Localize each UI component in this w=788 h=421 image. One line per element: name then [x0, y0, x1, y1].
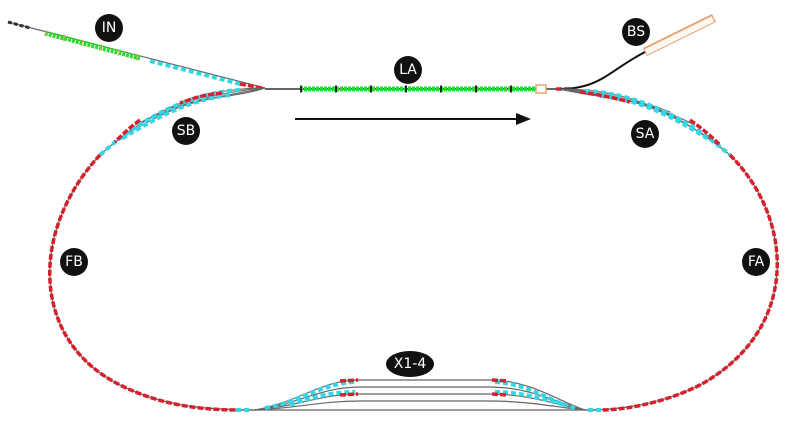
- section-label: BS: [627, 24, 645, 40]
- direction-arrow: [295, 113, 531, 125]
- label-badge: [386, 351, 434, 377]
- beamline: [49, 154, 256, 411]
- dipoles: [339, 378, 359, 383]
- arc-fa: [584, 153, 779, 412]
- arrow-head: [516, 113, 531, 125]
- label-badge: [60, 248, 88, 276]
- section-label: FA: [748, 254, 765, 270]
- section-label: SA: [636, 126, 655, 142]
- quadrupoles: [584, 89, 732, 157]
- label-badge: [622, 18, 650, 46]
- injector-line: [7, 20, 266, 90]
- label-badge: [394, 56, 422, 84]
- section-label: IN: [102, 20, 117, 36]
- section-label: X1-4: [394, 356, 427, 372]
- beamline: [559, 51, 646, 90]
- quadrupoles: [264, 380, 356, 410]
- gun: [7, 20, 31, 30]
- dipoles: [491, 392, 509, 397]
- label-badge: [631, 120, 659, 148]
- quadrupoles: [98, 88, 241, 157]
- pass-4: [254, 400, 586, 411]
- beam-stop-line: [559, 13, 716, 90]
- dump-inner: [644, 16, 715, 55]
- splitter-b: [98, 87, 266, 157]
- dipoles: [599, 153, 779, 412]
- pass-3: [559, 88, 696, 126]
- label-badge: [95, 14, 123, 42]
- section-label: FB: [65, 254, 83, 270]
- quadrupoles: [494, 390, 566, 407]
- section-labels: IN BS LA SB SA FB FA X1-4: [60, 14, 770, 377]
- straight-x: [236, 378, 604, 412]
- beamline: [584, 154, 778, 411]
- dipoles: [113, 118, 142, 144]
- quadrupoles: [149, 59, 241, 86]
- quadrupoles: [118, 93, 231, 142]
- dipoles: [239, 82, 263, 90]
- arc-fb: [48, 153, 256, 412]
- label-badge: [172, 117, 200, 145]
- linac: [265, 84, 572, 94]
- section-label: SB: [177, 123, 196, 139]
- dipoles: [688, 118, 722, 147]
- cryomodule: [44, 30, 141, 61]
- section-label: LA: [399, 62, 417, 78]
- dipoles: [179, 91, 223, 105]
- dipoles: [339, 392, 359, 397]
- dipoles: [48, 153, 241, 412]
- pass-3: [134, 87, 266, 126]
- pass-4: [159, 87, 266, 113]
- quadrupoles: [289, 390, 356, 407]
- quadrupoles: [494, 380, 576, 410]
- diagnostic-box: [535, 84, 547, 94]
- splitter-a: [559, 88, 732, 157]
- dipoles: [491, 378, 509, 383]
- label-badge: [742, 248, 770, 276]
- dipoles: [579, 90, 631, 104]
